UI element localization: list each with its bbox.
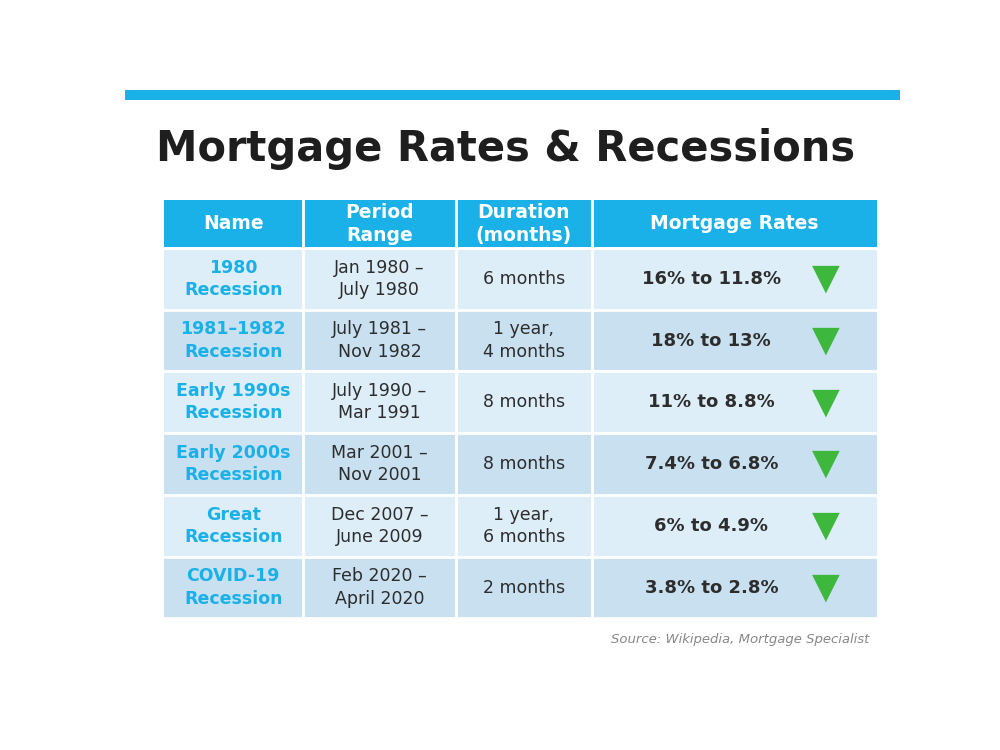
Text: ▼: ▼ — [812, 571, 839, 604]
Text: 7.4% to 6.8%: 7.4% to 6.8% — [645, 455, 778, 473]
Text: Early 1990s
Recession: Early 1990s Recession — [176, 382, 291, 422]
Text: 1 year,
6 months: 1 year, 6 months — [483, 506, 565, 546]
Bar — [164, 248, 877, 310]
Bar — [164, 200, 877, 248]
Text: Period
Range: Period Range — [345, 202, 414, 245]
Text: 3.8% to 2.8%: 3.8% to 2.8% — [645, 578, 778, 596]
Text: 8 months: 8 months — [483, 455, 565, 473]
Text: Source: Wikipedia, Mortgage Specialist: Source: Wikipedia, Mortgage Specialist — [611, 632, 869, 646]
Text: Name: Name — [203, 214, 264, 233]
Text: 8 months: 8 months — [483, 393, 565, 411]
Text: 18% to 13%: 18% to 13% — [651, 332, 771, 350]
Text: 1981–1982
Recession: 1981–1982 Recession — [180, 320, 286, 361]
Text: 1 year,
4 months: 1 year, 4 months — [483, 320, 565, 361]
Text: Mar 2001 –
Nov 2001: Mar 2001 – Nov 2001 — [331, 444, 428, 484]
Bar — [164, 495, 877, 556]
Bar — [164, 310, 877, 371]
Bar — [164, 433, 877, 495]
Text: ▼: ▼ — [812, 509, 839, 543]
Bar — [125, 90, 900, 101]
Bar — [164, 371, 877, 434]
Text: ▼: ▼ — [812, 323, 839, 358]
Text: Jan 1980 –
July 1980: Jan 1980 – July 1980 — [334, 259, 425, 299]
Text: Feb 2020 –
April 2020: Feb 2020 – April 2020 — [332, 568, 427, 608]
Text: July 1990 –
Mar 1991: July 1990 – Mar 1991 — [332, 382, 427, 422]
Bar — [164, 556, 877, 619]
Text: 6 months: 6 months — [483, 270, 565, 288]
Text: Mortgage Rates: Mortgage Rates — [650, 214, 818, 233]
Text: July 1981 –
Nov 1982: July 1981 – Nov 1982 — [332, 320, 427, 361]
Text: 16% to 11.8%: 16% to 11.8% — [642, 270, 781, 288]
Text: Mortgage Rates & Recessions: Mortgage Rates & Recessions — [156, 128, 855, 170]
Text: 11% to 8.8%: 11% to 8.8% — [648, 393, 775, 411]
Text: ▼: ▼ — [812, 386, 839, 419]
Text: 6% to 4.9%: 6% to 4.9% — [654, 517, 768, 535]
Text: ▼: ▼ — [812, 262, 839, 296]
Text: Early 2000s
Recession: Early 2000s Recession — [176, 444, 291, 484]
Text: 1980
Recession: 1980 Recession — [184, 259, 283, 299]
Text: Great
Recession: Great Recession — [184, 506, 283, 546]
Text: ▼: ▼ — [812, 447, 839, 481]
Text: Duration
(months): Duration (months) — [476, 202, 572, 245]
Text: COVID-19
Recession: COVID-19 Recession — [184, 568, 283, 608]
Text: Dec 2007 –
June 2009: Dec 2007 – June 2009 — [331, 506, 428, 546]
Text: 2 months: 2 months — [483, 578, 565, 596]
